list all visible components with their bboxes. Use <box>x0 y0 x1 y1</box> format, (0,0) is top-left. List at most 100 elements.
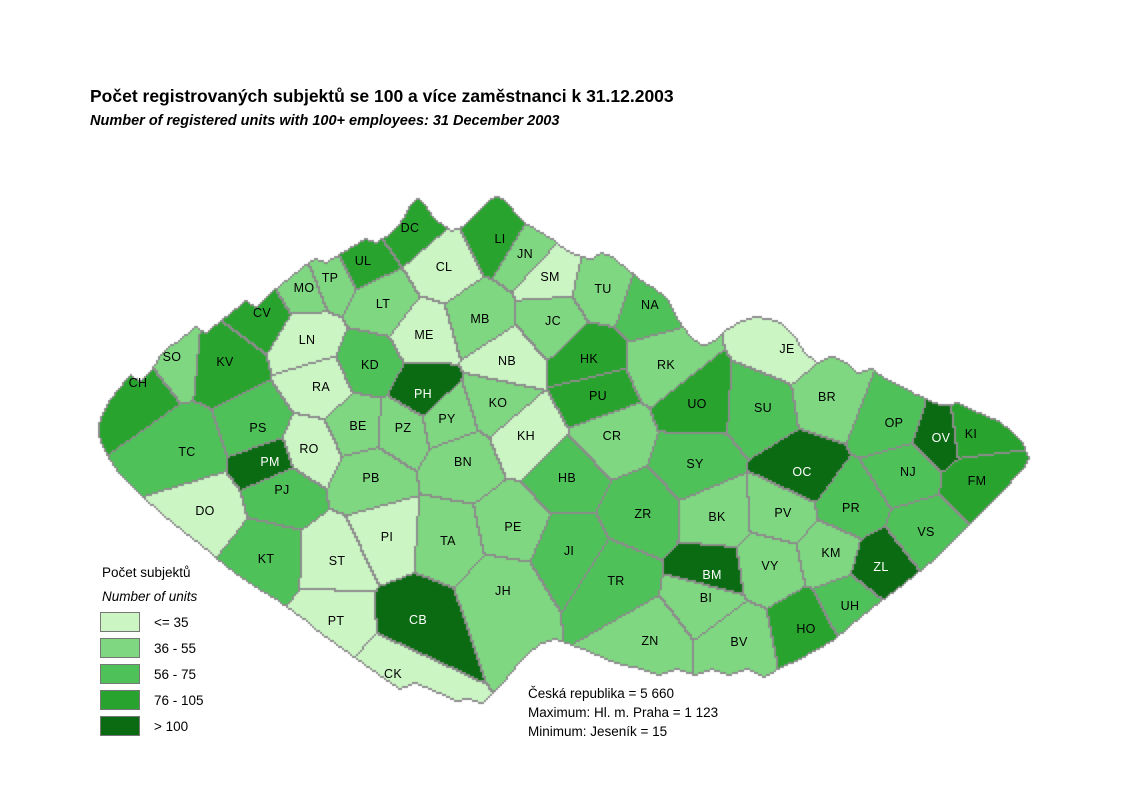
district-label-pv: PV <box>774 506 792 520</box>
legend-swatch-5 <box>100 716 140 736</box>
district-label-oc: OC <box>792 465 812 479</box>
district-label-kt: KT <box>257 552 275 566</box>
district-label-jh: JH <box>495 584 511 598</box>
district-label-nb: NB <box>498 354 516 368</box>
district-label-mb: MB <box>470 312 490 326</box>
district-label-ko: KO <box>488 396 508 410</box>
district-label-pr: PR <box>842 501 860 515</box>
legend-row-1: <= 35 <box>100 612 204 632</box>
district-label-pi: PI <box>380 530 394 544</box>
district-label-uh: UH <box>840 599 860 613</box>
district-label-je: JE <box>779 342 795 356</box>
legend-swatch-3 <box>100 664 140 684</box>
district-label-pe: PE <box>504 520 522 534</box>
legend-label-5: > 100 <box>154 718 189 734</box>
district-label-dc: DC <box>400 221 420 235</box>
district-label-me: ME <box>414 328 434 342</box>
district-label-ph: PH <box>414 387 432 401</box>
district-label-ul: UL <box>354 254 372 268</box>
legend-row-3: 56 - 75 <box>100 664 204 684</box>
district-label-do: DO <box>195 504 215 518</box>
district-label-ra: RA <box>312 380 330 394</box>
district-label-zl: ZL <box>873 560 889 574</box>
district-label-bk: BK <box>708 510 726 524</box>
district-label-ln: LN <box>298 333 316 347</box>
district-label-li: LI <box>494 232 506 246</box>
district-label-tc: TC <box>178 445 196 459</box>
district-label-vy: VY <box>761 559 779 573</box>
district-label-ov: OV <box>931 431 951 445</box>
district-label-ps: PS <box>249 421 267 435</box>
district-label-zn: ZN <box>641 634 659 648</box>
legend-rows: <= 35 36 - 55 56 - 75 76 - 105 > 100 <box>100 612 204 736</box>
legend-label-2: 36 - 55 <box>154 640 197 656</box>
district-label-km: KM <box>821 546 841 560</box>
district-label-kh: KH <box>517 429 535 443</box>
district-label-ta: TA <box>440 534 456 548</box>
legend-heading-cs: Počet subjektů <box>102 565 191 580</box>
legend-swatch-1 <box>100 612 140 632</box>
district-label-bi: BI <box>699 591 713 605</box>
stat-minimum: Minimum: Jeseník = 15 <box>528 724 668 739</box>
district-label-hb: HB <box>558 471 576 485</box>
legend-heading-en: Number of units <box>102 589 198 604</box>
district-label-kd: KD <box>361 358 379 372</box>
legend-swatch-2 <box>100 638 140 658</box>
district-label-so: SO <box>162 350 182 364</box>
district-label-st: ST <box>328 554 346 568</box>
district-label-rk: RK <box>657 358 675 372</box>
legend-label-1: <= 35 <box>154 614 189 630</box>
district-label-tu: TU <box>594 282 612 296</box>
district-label-ho: HO <box>796 622 816 636</box>
legend-row-5: > 100 <box>100 716 204 736</box>
district-label-be: BE <box>349 419 367 433</box>
district-label-hk: HK <box>580 352 598 366</box>
district-label-nj: NJ <box>900 465 916 479</box>
district-label-fm: FM <box>967 474 987 488</box>
stat-maximum: Maximum: Hl. m. Praha = 1 123 <box>528 705 719 720</box>
district-label-cb: CB <box>409 613 427 627</box>
legend-label-4: 76 - 105 <box>154 692 204 708</box>
map-legend: Počet subjektů Number of units <= 35 36 -… <box>100 565 204 742</box>
district-label-na: NA <box>641 298 659 312</box>
district-label-pj: PJ <box>274 483 290 497</box>
statistics-block: Česká republika = 5 660 Maximum: Hl. m. … <box>528 684 718 741</box>
district-label-mo: MO <box>293 281 315 295</box>
district-label-br: BR <box>818 390 836 404</box>
district-label-vs: VS <box>917 525 935 539</box>
district-label-jn: JN <box>517 247 533 261</box>
district-label-ji: JI <box>563 544 575 558</box>
district-label-pu: PU <box>589 389 607 403</box>
district-label-sy: SY <box>686 457 704 471</box>
district-label-pt: PT <box>327 614 345 628</box>
district-label-py: PY <box>438 412 456 426</box>
district-label-cl: CL <box>435 260 453 274</box>
district-label-ki: KI <box>964 427 978 441</box>
district-label-bv: BV <box>730 635 748 649</box>
legend-row-2: 36 - 55 <box>100 638 204 658</box>
district-label-ck: CK <box>384 667 402 681</box>
district-label-tr: TR <box>607 574 625 588</box>
district-label-lt: LT <box>375 297 391 311</box>
district-label-pm: PM <box>260 455 280 469</box>
legend-label-3: 56 - 75 <box>154 666 197 682</box>
district-label-pz: PZ <box>394 421 412 435</box>
page-subtitle: Number of registered units with 100+ emp… <box>90 113 560 129</box>
district-label-sm: SM <box>540 270 560 284</box>
page-title: Počet registrovaných subjektů se 100 a v… <box>90 86 674 106</box>
district-label-su: SU <box>754 401 772 415</box>
legend-swatch-4 <box>100 690 140 710</box>
district-label-op: OP <box>884 416 904 430</box>
district-label-pb: PB <box>362 471 380 485</box>
district-label-tp: TP <box>321 271 339 285</box>
district-label-kv: KV <box>216 355 234 369</box>
stat-total: Česká republika = 5 660 <box>528 686 674 701</box>
district-label-ro: RO <box>299 442 319 456</box>
district-label-jc: JC <box>545 314 561 328</box>
district-label-uo: UO <box>687 397 707 411</box>
district-label-bn: BN <box>454 455 472 469</box>
district-label-cv: CV <box>253 306 271 320</box>
district-label-cr: CR <box>602 429 622 443</box>
